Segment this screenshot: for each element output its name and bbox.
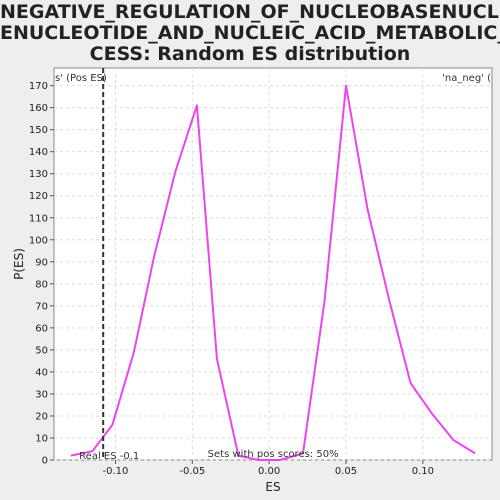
x-axis: -0.10 -0.05 0.00 0.05 0.10 — [103, 460, 434, 477]
y-axis: 0 10 20 30 40 50 60 70 80 90 100 110 120 130 140 150 160… — [29, 81, 54, 467]
y-tick-label: 40 — [35, 367, 48, 378]
y-tick-label: 100 — [29, 235, 48, 246]
pos-scores-label: Sets with pos scores: 50% — [208, 449, 339, 460]
y-tick-label: 90 — [35, 257, 48, 268]
y-tick-label: 30 — [35, 389, 48, 400]
chart-title: NEGATIVE_REGULATION_OF_NUCLEOBASENUCLEOS… — [0, 2, 500, 65]
y-tick-label: 20 — [35, 411, 48, 422]
right-class-label: 'na_neg' ( — [442, 73, 491, 84]
title-line-2: ENUCLEOTIDE_AND_NUCLEIC_ACID_METABOLIC_P… — [0, 23, 500, 44]
x-tick-label: -0.05 — [179, 466, 205, 477]
y-tick-label: 110 — [29, 213, 48, 224]
grid — [54, 68, 492, 461]
series-line — [70, 84, 476, 461]
y-tick-label: 120 — [29, 191, 48, 202]
y-tick-label: 60 — [35, 323, 48, 334]
y-tick-label: 10 — [35, 433, 48, 444]
y-tick-label: 170 — [29, 81, 48, 92]
real-es-label: Real ES -0.1 — [79, 451, 139, 462]
y-tick-label: 0 — [42, 456, 48, 467]
title-line-1: NEGATIVE_REGULATION_OF_NUCLEOBASENUCLEOS… — [0, 2, 500, 23]
y-tick-label: 130 — [29, 169, 48, 180]
y-tick-label: 160 — [29, 103, 48, 114]
y-tick-label: 70 — [35, 301, 48, 312]
x-tick-label: -0.10 — [103, 466, 129, 477]
x-tick-label: 0.05 — [335, 466, 357, 477]
title-line-3: CESS: Random ES distribution — [89, 44, 411, 65]
y-tick-label: 80 — [35, 279, 48, 290]
x-tick-label: 0.00 — [258, 466, 280, 477]
x-axis-label: ES — [265, 480, 280, 494]
series-group — [70, 84, 476, 461]
y-axis-label: P(ES) — [12, 248, 26, 280]
x-tick-label: 0.10 — [412, 466, 434, 477]
y-tick-label: 50 — [35, 345, 48, 356]
y-tick-label: 150 — [29, 125, 48, 136]
left-class-label: s' (Pos ES) — [55, 73, 107, 84]
y-tick-label: 140 — [29, 147, 48, 158]
